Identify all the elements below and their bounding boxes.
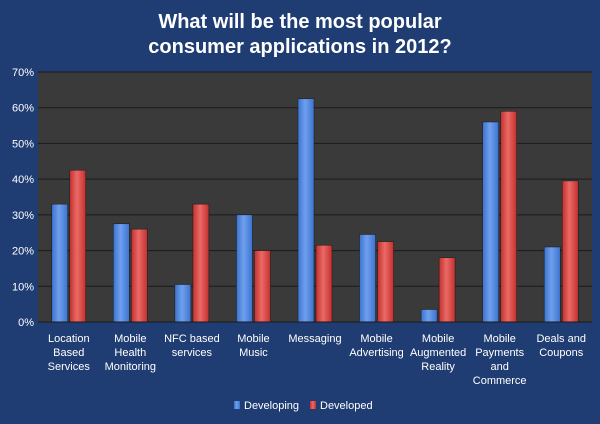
legend-swatch bbox=[234, 401, 240, 409]
bar-developed bbox=[131, 228, 148, 323]
x-category-label-line: Mobile bbox=[237, 333, 269, 345]
x-category-label-line: Coupons bbox=[539, 347, 584, 359]
x-category-label-line: Health bbox=[114, 347, 146, 359]
bar-developing bbox=[359, 234, 376, 323]
plot-area bbox=[38, 72, 592, 322]
y-tick-label: 40% bbox=[12, 174, 34, 186]
y-tick-label: 70% bbox=[12, 67, 34, 79]
x-category-label-line: Location bbox=[48, 333, 90, 345]
bar-developing bbox=[174, 284, 192, 323]
chart-title: What will be the most popular consumer a… bbox=[0, 10, 600, 60]
bar-developed bbox=[377, 241, 394, 323]
bar-developed bbox=[561, 180, 579, 323]
y-tick-label: 0% bbox=[18, 317, 34, 329]
x-category-label: Mobile Payments and Commerce bbox=[473, 333, 527, 387]
x-category-label-line: Advertising bbox=[349, 347, 403, 359]
bar-developed bbox=[254, 250, 271, 323]
legend-label: Developed bbox=[320, 400, 373, 412]
bar-developing bbox=[420, 309, 438, 323]
x-category-label-line: Services bbox=[48, 361, 91, 373]
bar-developing bbox=[543, 246, 561, 323]
x-category-label-line: Payments bbox=[475, 347, 524, 359]
x-category-label-line: Music bbox=[239, 347, 268, 359]
legend-swatch bbox=[310, 401, 316, 409]
x-category-label: Messaging bbox=[288, 333, 341, 345]
x-category-label-line: Monitoring bbox=[105, 361, 156, 373]
bar-developed bbox=[500, 111, 517, 323]
x-category-label-line: NFC based bbox=[164, 333, 220, 345]
x-category-label-line: Mobile bbox=[360, 333, 392, 345]
x-category-label: Mobile Health Monitoring bbox=[105, 333, 156, 373]
x-category-label-line: Messaging bbox=[288, 333, 341, 345]
x-category-label-line: Based bbox=[53, 347, 84, 359]
x-category-label-line: Augmented bbox=[410, 347, 466, 359]
bar-developing bbox=[482, 121, 499, 323]
bar-developing bbox=[113, 223, 130, 323]
y-tick-label: 10% bbox=[12, 281, 34, 293]
x-category-label-line: Commerce bbox=[473, 375, 527, 387]
x-category-label: Mobile Augmented Reality bbox=[410, 333, 466, 373]
chart-title-line-1: What will be the most popular bbox=[158, 11, 442, 33]
chart-title-line-2: consumer applications in 2012? bbox=[148, 36, 452, 58]
bar-developing bbox=[297, 98, 315, 323]
bar-developed bbox=[69, 169, 87, 323]
bar-developing bbox=[51, 203, 69, 323]
x-category-label-line: Deals and bbox=[536, 333, 586, 345]
y-tick-label: 60% bbox=[12, 103, 34, 115]
x-category-label: Location Based Services bbox=[48, 333, 91, 373]
x-category-label-line: Mobile bbox=[422, 333, 454, 345]
bar-developed bbox=[192, 203, 210, 323]
x-category-label: Deals and Coupons bbox=[536, 333, 586, 359]
x-category-label: NFC based services bbox=[164, 333, 220, 359]
x-category-label-line: services bbox=[172, 347, 213, 359]
x-category-label-line: and bbox=[490, 361, 508, 373]
x-category-label-line: Mobile bbox=[114, 333, 146, 345]
bar-developed bbox=[315, 244, 333, 323]
legend-label: Developing bbox=[244, 400, 299, 412]
bar-developing bbox=[236, 214, 253, 323]
x-category-label: Mobile Music bbox=[237, 333, 269, 359]
x-category-label-line: Mobile bbox=[483, 333, 515, 345]
y-tick-label: 30% bbox=[12, 210, 34, 222]
x-category-label: Mobile Advertising bbox=[349, 333, 403, 359]
x-category-label-line: Reality bbox=[421, 361, 455, 373]
y-tick-label: 50% bbox=[12, 138, 34, 150]
y-tick-label: 20% bbox=[12, 246, 34, 258]
bar-developed bbox=[438, 257, 456, 323]
